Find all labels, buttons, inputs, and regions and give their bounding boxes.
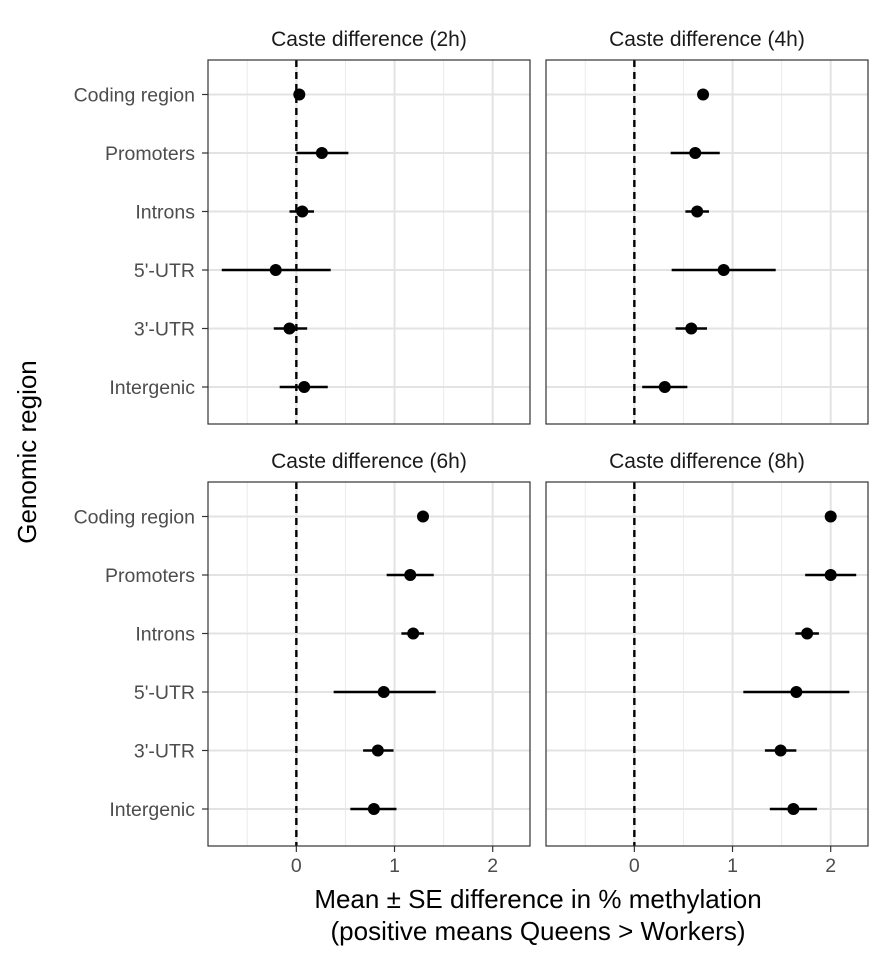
panel-background (546, 60, 868, 424)
x-tick-label: 2 (825, 855, 836, 877)
mean-point (269, 264, 282, 276)
y-tick-label: 3'-UTR (134, 319, 195, 341)
panel-background (208, 482, 530, 846)
mean-point (416, 510, 429, 523)
panel-title: Caste difference (8h) (609, 450, 805, 473)
y-tick-label: 3'-UTR (134, 741, 195, 763)
panel-border (207, 481, 531, 847)
mean-point (787, 803, 800, 815)
mean-point (697, 88, 710, 101)
y-tick-label: Coding region (74, 507, 195, 529)
y-tick-label: Coding region (74, 85, 195, 107)
mean-point (283, 322, 296, 335)
panel-title: Caste difference (2h) (271, 28, 467, 51)
y-tick-label: 5'-UTR (134, 260, 195, 282)
mean-point (296, 205, 309, 218)
mean-point (774, 744, 787, 757)
y-tick-label: Intergenic (109, 799, 195, 821)
mean-point (371, 744, 384, 757)
panel-4: Caste difference (8h) 0 1 2 (545, 450, 869, 877)
mean-point (824, 510, 837, 523)
panel-border (545, 59, 869, 425)
x-tick-label: 1 (389, 855, 400, 877)
panel-1: Caste difference (2h) Coding region Promot… (74, 28, 531, 425)
panel-title: Caste difference (6h) (271, 450, 467, 473)
mean-point (293, 88, 306, 101)
mean-point (658, 381, 671, 393)
mean-point (315, 147, 328, 159)
mean-point (824, 569, 837, 581)
mean-point (691, 205, 704, 218)
mean-point (685, 322, 698, 335)
x-tick-label: 1 (727, 855, 738, 877)
y-tick-label: Intergenic (109, 377, 195, 399)
x-tick-label: 0 (291, 855, 302, 877)
y-axis-title: Genomic region (12, 360, 42, 544)
y-tick-label: Promoters (105, 565, 195, 587)
mean-point (377, 686, 390, 698)
y-tick-label: Introns (135, 202, 195, 224)
x-axis-title-line2: (positive means Queens > Workers) (331, 916, 746, 946)
y-tick-label: Promoters (105, 143, 195, 165)
mean-point (404, 569, 417, 581)
panel-background (208, 60, 530, 424)
x-tick-label: 2 (487, 855, 498, 877)
panels-group: Caste difference (2h) Coding region Promot… (74, 28, 869, 877)
y-tick-label: Introns (135, 624, 195, 646)
mean-point (689, 147, 702, 159)
panel-2: Caste difference (4h) (545, 28, 869, 425)
x-tick-label: 0 (629, 855, 640, 877)
mean-point (790, 686, 803, 698)
y-tick-label: 5'-UTR (134, 682, 195, 704)
mean-point (367, 803, 380, 815)
panel-title: Caste difference (4h) (609, 28, 805, 51)
x-axis-title-line1: Mean ± SE difference in % methylation (314, 884, 761, 914)
panel-background (546, 482, 868, 846)
mean-point (298, 381, 311, 393)
mean-point (801, 627, 814, 640)
mean-point (407, 627, 420, 640)
panel-border (545, 481, 869, 847)
mean-point (717, 264, 730, 276)
panel-3: Caste difference (6h) Coding region Promot… (74, 450, 531, 877)
panel-border (207, 59, 531, 425)
